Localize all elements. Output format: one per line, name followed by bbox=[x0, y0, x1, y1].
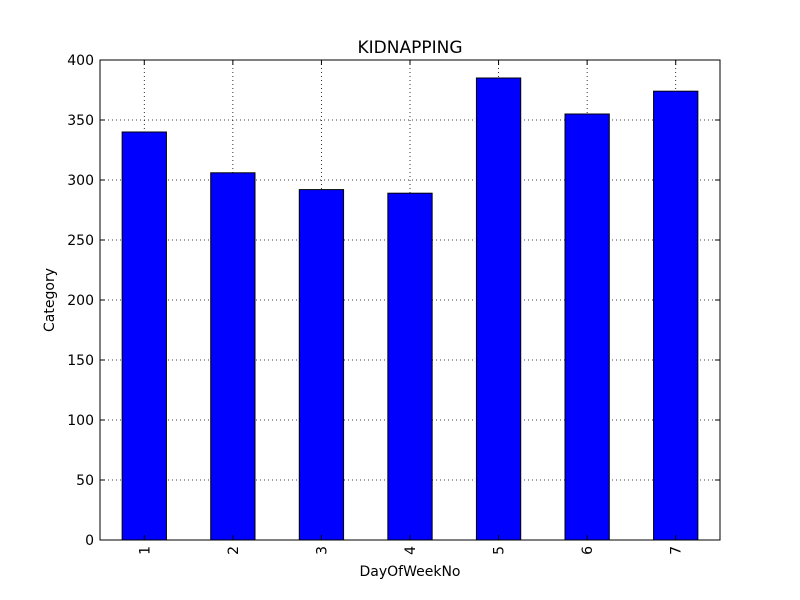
y-tick-label: 350 bbox=[67, 113, 94, 129]
bar-day-1 bbox=[121, 131, 167, 541]
y-axis-label: Category bbox=[42, 268, 58, 332]
axis-ticks bbox=[100, 59, 720, 541]
bar-day-6 bbox=[564, 113, 610, 541]
y-tick-label: 50 bbox=[76, 473, 94, 489]
y-tick-label: 250 bbox=[67, 233, 94, 249]
bar-day-5 bbox=[475, 77, 522, 541]
y-tick-label: 150 bbox=[67, 353, 94, 369]
x-tick-label: 1 bbox=[137, 546, 153, 555]
x-tick-label: 6 bbox=[580, 546, 596, 555]
x-tick-labels: 1 2 3 4 5 6 7 bbox=[137, 546, 684, 555]
y-tick-label: 200 bbox=[67, 293, 94, 309]
x-tick-label: 5 bbox=[492, 546, 508, 555]
x-tick-label: 7 bbox=[669, 546, 685, 555]
x-tick-label: 3 bbox=[314, 546, 330, 555]
x-axis-label: DayOfWeekNo bbox=[360, 564, 461, 580]
bar-day-2 bbox=[210, 172, 256, 541]
x-tick-label: 4 bbox=[403, 546, 419, 555]
y-tick-label: 400 bbox=[67, 53, 94, 69]
chart-title: KIDNAPPING bbox=[357, 38, 462, 58]
y-tick-label: 300 bbox=[67, 173, 94, 189]
bar-day-4 bbox=[387, 192, 433, 541]
bars bbox=[121, 77, 699, 541]
bar-day-7 bbox=[653, 90, 699, 541]
y-tick-label: 100 bbox=[67, 413, 94, 429]
y-tick-label: 0 bbox=[85, 533, 94, 549]
bar-day-3 bbox=[298, 189, 345, 541]
x-tick-label: 2 bbox=[226, 546, 242, 555]
y-tick-labels: 0 50 100 150 200 250 300 350 400 bbox=[67, 53, 94, 549]
